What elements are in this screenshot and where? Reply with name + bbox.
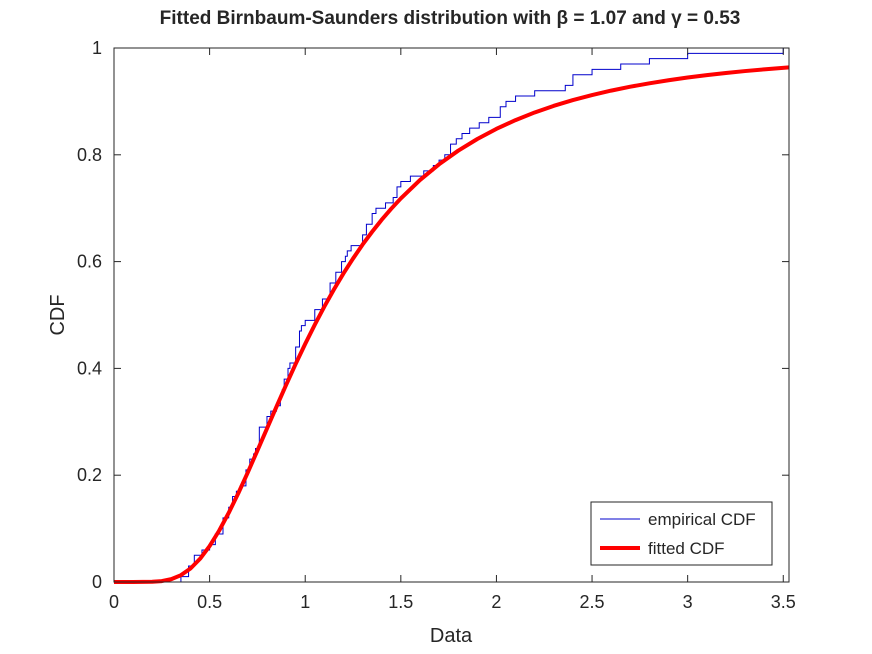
legend: empirical CDF fitted CDF	[590, 501, 773, 566]
fitted-cdf-line	[114, 65, 790, 584]
chart-title: Fitted Birnbaum-Saunders distribution wi…	[160, 8, 741, 29]
x-tick-label: 1	[300, 592, 310, 612]
legend-label-fitted: fitted CDF	[648, 539, 725, 558]
y-tick-label: 0.4	[77, 358, 102, 378]
y-tick-label: 0.8	[77, 145, 102, 165]
x-tick-label: 1.5	[388, 592, 413, 612]
y-tick-label: 0	[92, 572, 102, 592]
x-tick-label: 0	[109, 592, 119, 612]
x-tick-label: 2	[491, 592, 501, 612]
y-tick-label: 1	[92, 38, 102, 58]
x-axis-label: Data	[430, 625, 473, 647]
x-tick-label: 3.5	[771, 592, 796, 612]
x-tick-label: 3	[683, 592, 693, 612]
axes-layer: 0 0.5 1 1.5 2 2.5 3 3.5 0 0.2 0.4 0.6 0.8 1	[77, 38, 796, 612]
legend-box	[590, 501, 773, 566]
y-tick-label: 0.2	[77, 465, 102, 485]
plot-area	[114, 48, 789, 582]
x-tick-label: 0.5	[197, 592, 222, 612]
legend-label-empirical: empirical CDF	[648, 510, 756, 529]
x-tick-label: 2.5	[580, 592, 605, 612]
data-layer	[114, 47, 790, 584]
axes-frame	[113, 47, 790, 583]
y-axis-label: CDF	[47, 294, 69, 335]
y-tick-label: 0.6	[77, 252, 102, 272]
